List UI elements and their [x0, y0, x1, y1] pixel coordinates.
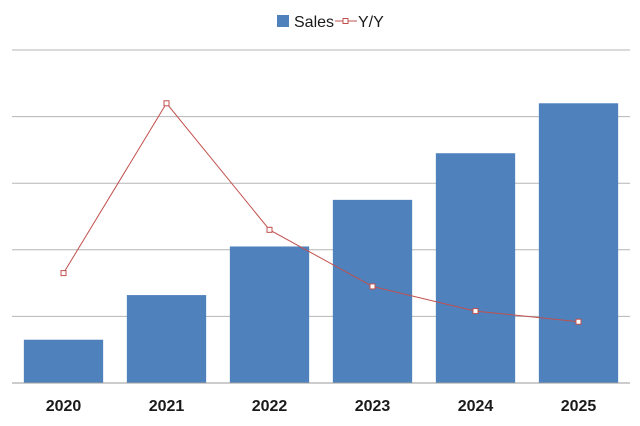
yy-line-series: [60, 100, 582, 325]
bar-sales-2023: [332, 199, 413, 383]
x-tick-labels: 2020 2021 2022 2023 2024 2025: [46, 398, 597, 415]
yy-line: [63, 102, 579, 323]
legend-sales-label: Sales: [294, 14, 334, 31]
point-yy-2020: [60, 270, 67, 277]
legend: Sales Y/Y: [277, 14, 384, 31]
bar-sales-2025: [538, 103, 619, 383]
bar-sales-2020: [23, 339, 104, 383]
point-yy-2025: [575, 318, 582, 325]
gridlines: [12, 49, 630, 317]
x-tick-label-2020: 2020: [46, 398, 82, 415]
bar-sales-2024: [435, 153, 516, 383]
legend-yy-marker: [342, 18, 349, 24]
legend-sales-swatch: [277, 15, 289, 27]
x-tick-label-2023: 2023: [355, 398, 391, 415]
point-yy-2023: [369, 283, 376, 290]
sales-bars: [23, 103, 619, 383]
bar-sales-2022: [229, 246, 310, 383]
point-yy-2024: [472, 308, 479, 315]
x-tick-label-2022: 2022: [252, 398, 288, 415]
x-tick-label-2021: 2021: [149, 398, 185, 415]
legend-yy-label: Y/Y: [358, 14, 384, 31]
x-tick-label-2025: 2025: [561, 398, 597, 415]
bar-sales-2021: [126, 295, 207, 383]
point-yy-2022: [266, 226, 273, 233]
x-tick-label-2024: 2024: [458, 398, 494, 415]
point-yy-2021: [163, 100, 170, 107]
